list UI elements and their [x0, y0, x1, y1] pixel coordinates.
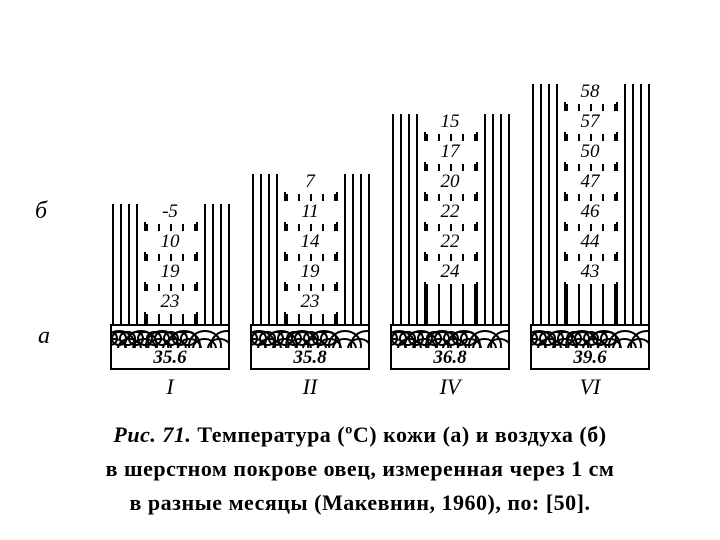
skin-temp: 35.6 — [112, 348, 228, 367]
air-temp: 19 — [280, 261, 340, 282]
skin-box: 36.8 — [390, 324, 510, 370]
figure-caption: Рис. 71. Температура (ºС) кожи (а) и воз… — [40, 418, 680, 520]
axis-label-b: б — [35, 198, 47, 225]
air-temp: 46 — [560, 201, 620, 222]
wool-column: 15 17 20 22 22 24 — [390, 114, 510, 324]
air-temp: 23 — [280, 291, 340, 312]
air-temp: 58 — [560, 81, 620, 102]
wool-column: -5 10 19 23 — [110, 204, 230, 324]
air-temp: 15 — [420, 111, 480, 132]
figure-number: Рис. 71. — [113, 422, 191, 447]
air-temp: 24 — [420, 261, 480, 282]
air-temp: 17 — [420, 141, 480, 162]
air-temp: 14 — [280, 231, 340, 252]
skin-temp: 35.8 — [252, 348, 368, 367]
skin-temp: 36.8 — [392, 348, 508, 367]
air-temp: 47 — [560, 171, 620, 192]
air-temp: 57 — [560, 111, 620, 132]
skin-box: 35.6 — [110, 324, 230, 370]
air-temp: 7 — [280, 171, 340, 192]
air-temp: 20 — [420, 171, 480, 192]
air-temp: 10 — [140, 231, 200, 252]
air-temp: 19 — [140, 261, 200, 282]
month-roman: I — [110, 374, 230, 400]
air-temp: 50 — [560, 141, 620, 162]
air-temp: 11 — [280, 201, 340, 222]
skin-box: 39.6 — [530, 324, 650, 370]
month-roman: IV — [390, 374, 510, 400]
air-temp: 43 — [560, 261, 620, 282]
axis-label-a: а — [38, 323, 50, 350]
skin-temp: 39.6 — [532, 348, 648, 367]
month-roman: VI — [530, 374, 650, 400]
air-temp: 23 — [140, 291, 200, 312]
wool-column: 7 11 14 19 23 — [250, 174, 370, 324]
skin-box: 35.8 — [250, 324, 370, 370]
month-roman: II — [250, 374, 370, 400]
wool-column: 58 57 50 47 46 44 43 — [530, 84, 650, 324]
air-temp: -5 — [140, 201, 200, 222]
air-temp: 22 — [420, 231, 480, 252]
air-temp: 44 — [560, 231, 620, 252]
air-temp: 22 — [420, 201, 480, 222]
